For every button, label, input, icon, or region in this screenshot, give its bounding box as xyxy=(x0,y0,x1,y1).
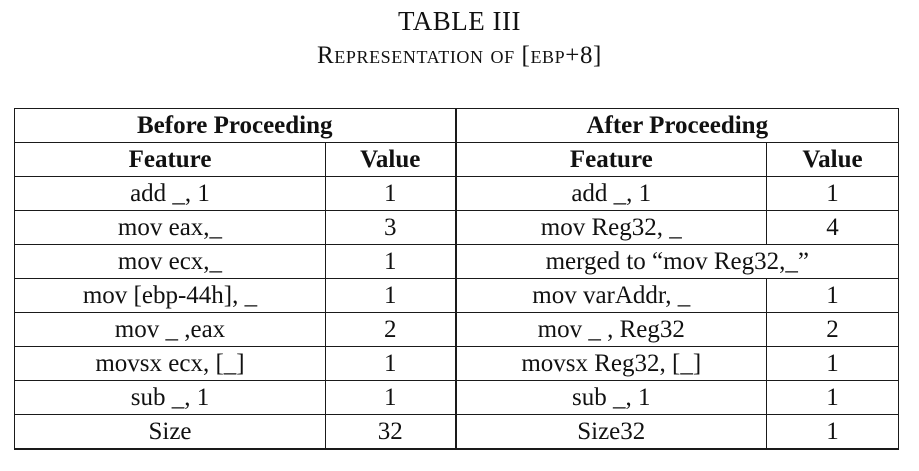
table-row: mov _ ,eax 2 mov _ , Reg32 2 xyxy=(14,312,900,347)
table-caption-title: TABLE III xyxy=(397,6,522,36)
before-value-cell: 1 xyxy=(324,346,457,381)
group-header-row: Before Proceeding After Proceeding xyxy=(13,108,900,143)
after-feature-cell: mov varAddr, _ xyxy=(454,278,768,313)
before-value-cell: 1 xyxy=(324,244,457,279)
before-feature-cell: mov [ebp-44h], _ xyxy=(14,278,326,313)
column-header-before-value: Value xyxy=(324,142,457,177)
table-row: add _, 1 1 add _, 1 1 xyxy=(14,176,900,211)
table-caption-subtitle: Representation of [ebp+8] xyxy=(316,42,602,69)
column-header-before-feature: Feature xyxy=(14,142,326,177)
after-feature-cell: sub _, 1 xyxy=(454,380,768,415)
after-feature-cell: mov _ , Reg32 xyxy=(454,312,768,347)
table-row: movsx ecx, [_] 1 movsx Reg32, [_] 1 xyxy=(14,346,900,381)
before-value-cell: 2 xyxy=(324,312,457,347)
after-feature-cell: mov Reg32, _ xyxy=(454,210,768,245)
before-value-cell: 3 xyxy=(324,210,457,245)
representation-table: Before Proceeding After Proceeding Featu… xyxy=(13,108,900,450)
after-value-cell: 1 xyxy=(766,414,900,450)
table-row: mov ecx,_ 1 merged to “mov Reg32,_” xyxy=(14,244,900,279)
before-value-cell: 1 xyxy=(324,278,457,313)
after-value-cell: 4 xyxy=(766,210,900,245)
after-value-cell: 2 xyxy=(766,312,900,347)
column-header-row: Feature Value Feature Value xyxy=(14,142,900,177)
before-feature-cell: movsx ecx, [_] xyxy=(14,346,326,381)
column-header-after-feature: Feature xyxy=(454,142,768,177)
before-feature-cell: Size xyxy=(14,414,326,450)
before-value-cell: 1 xyxy=(324,380,457,415)
before-feature-cell: mov _ ,eax xyxy=(14,312,326,347)
before-feature-cell: mov eax,_ xyxy=(14,210,326,245)
table-row: mov [ebp-44h], _ 1 mov varAddr, _ 1 xyxy=(14,278,900,313)
after-value-cell: 1 xyxy=(766,346,900,381)
before-feature-cell: mov ecx,_ xyxy=(14,244,326,279)
before-feature-cell: sub _, 1 xyxy=(14,380,326,415)
after-value-cell: 1 xyxy=(766,278,900,313)
before-value-cell: 1 xyxy=(324,176,457,211)
table-row: sub _, 1 1 sub _, 1 1 xyxy=(14,380,900,415)
column-header-after-value: Value xyxy=(766,142,900,177)
group-header-after: After Proceeding xyxy=(454,108,900,143)
after-value-cell: 1 xyxy=(766,380,900,415)
after-merged-cell: merged to “mov Reg32,_” xyxy=(454,244,900,279)
before-feature-cell: add _, 1 xyxy=(14,176,326,211)
before-value-cell: 32 xyxy=(324,414,457,450)
table-row: Size 32 Size32 1 xyxy=(14,414,900,450)
group-header-before: Before Proceeding xyxy=(13,108,457,143)
after-feature-cell: Size32 xyxy=(454,414,768,450)
after-feature-cell: add _, 1 xyxy=(454,176,768,211)
table-row: mov eax,_ 3 mov Reg32, _ 4 xyxy=(14,210,900,245)
after-value-cell: 1 xyxy=(766,176,900,211)
after-feature-cell: movsx Reg32, [_] xyxy=(454,346,768,381)
